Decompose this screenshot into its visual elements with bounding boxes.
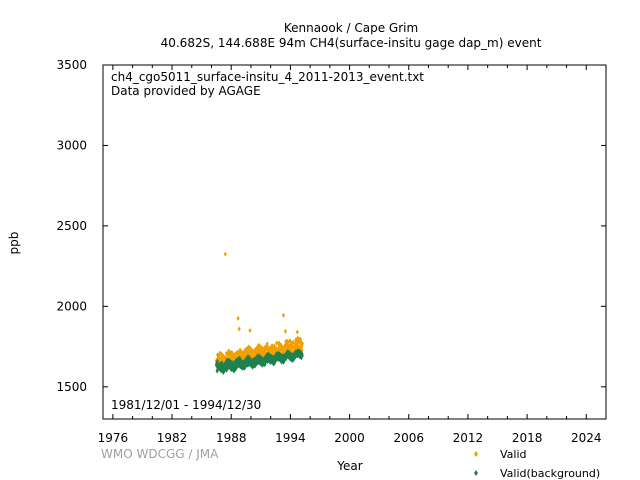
valid-point bbox=[237, 326, 241, 332]
valid-background-point bbox=[256, 353, 260, 359]
valid-background-point bbox=[268, 357, 272, 363]
valid-point bbox=[267, 345, 272, 351]
valid-point bbox=[291, 339, 295, 345]
x-tick-label: 1982 bbox=[157, 431, 188, 445]
valid-point bbox=[269, 350, 273, 356]
valid-point bbox=[289, 339, 293, 345]
chart-title-details: 40.682S, 144.688E 94m CH4(surface-insitu… bbox=[161, 36, 542, 50]
valid-point bbox=[295, 329, 299, 335]
valid-background-point bbox=[260, 362, 264, 368]
legend: Valid Valid(background) bbox=[474, 448, 600, 480]
valid-point bbox=[223, 251, 227, 257]
y-axis: 1500 2000 2500 3000 3500 bbox=[56, 58, 606, 394]
x-tick-label: 2006 bbox=[393, 431, 424, 445]
legend-valid-marker bbox=[474, 451, 478, 457]
valid-background-point bbox=[277, 351, 282, 357]
x-tick-label: 2024 bbox=[571, 431, 602, 445]
valid-point bbox=[275, 340, 279, 346]
legend-background-marker bbox=[474, 470, 478, 476]
valid-point bbox=[281, 312, 286, 318]
valid-point bbox=[236, 315, 240, 321]
x-tick-label: 2000 bbox=[334, 431, 365, 445]
x-axis-label: Year bbox=[336, 459, 362, 473]
valid-point bbox=[278, 347, 282, 353]
valid-point bbox=[259, 344, 263, 350]
valid-point bbox=[295, 345, 299, 351]
date-range-annotation: 1981/12/01 - 1994/12/30 bbox=[111, 398, 261, 412]
valid-point bbox=[283, 328, 288, 334]
x-tick-label: 1976 bbox=[98, 431, 129, 445]
valid-background-point bbox=[266, 354, 271, 360]
valid-point bbox=[294, 340, 299, 346]
legend-valid-label: Valid bbox=[500, 448, 527, 461]
valid-point bbox=[256, 347, 260, 353]
y-tick-label: 3000 bbox=[56, 138, 87, 152]
y-tick-label: 2000 bbox=[56, 299, 87, 313]
valid-background-point bbox=[300, 352, 304, 358]
valid-point bbox=[275, 346, 279, 352]
file-name-annotation: ch4_cgo5011_surface-insitu_4_2011-2013_e… bbox=[111, 70, 424, 84]
valid-background-point bbox=[279, 352, 283, 358]
valid-background-point bbox=[259, 361, 263, 367]
y-tick-label: 3500 bbox=[56, 58, 87, 72]
data-provider-annotation: Data provided by AGAGE bbox=[111, 84, 261, 98]
valid-point bbox=[286, 339, 290, 345]
y-axis-label: ppb bbox=[7, 232, 21, 255]
valid-point bbox=[300, 341, 304, 347]
y-tick-label: 2500 bbox=[56, 219, 87, 233]
valid-point bbox=[277, 340, 281, 346]
legend-background-label: Valid(background) bbox=[500, 467, 600, 480]
valid-background-point bbox=[267, 352, 271, 358]
valid-point bbox=[282, 350, 286, 356]
valid-point bbox=[287, 342, 291, 348]
valid-point bbox=[269, 347, 274, 353]
x-tick-label: 1988 bbox=[216, 431, 247, 445]
x-axis: 1976 1982 1988 1994 2000 2006 2012 2018 2024 bbox=[98, 65, 607, 445]
x-tick-label: 1994 bbox=[275, 431, 306, 445]
x-tick-label: 2012 bbox=[453, 431, 484, 445]
x-tick-label: 2018 bbox=[512, 431, 543, 445]
data-points bbox=[214, 251, 304, 375]
valid-background-point bbox=[215, 358, 220, 364]
chart-title-station: Kennaook / Cape Grim bbox=[284, 21, 418, 35]
valid-background-point bbox=[273, 359, 277, 365]
valid-point bbox=[248, 328, 252, 333]
valid-point bbox=[260, 345, 264, 351]
valid-point bbox=[295, 341, 300, 347]
watermark: WMO WDCGG / JMA bbox=[101, 447, 219, 461]
y-tick-label: 1500 bbox=[56, 380, 87, 394]
plot-frame bbox=[102, 64, 607, 420]
valid-point bbox=[258, 343, 262, 349]
valid-point bbox=[265, 343, 269, 349]
